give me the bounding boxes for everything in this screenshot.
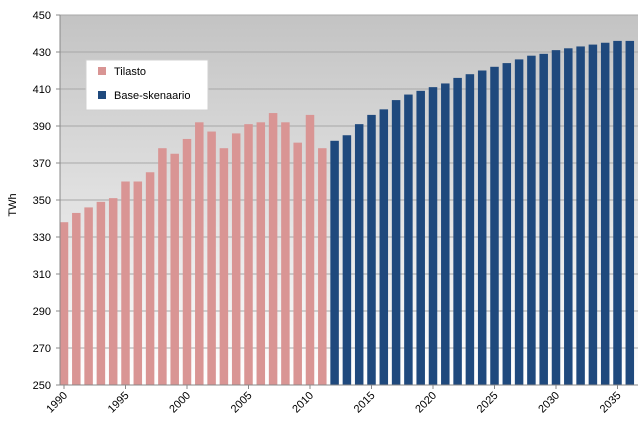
y-tick-label: 270 bbox=[33, 343, 51, 355]
bar-2007 bbox=[268, 113, 278, 386]
x-tick-labels: 1990 1995 2000 2005 2010 2015 2020 2025 2030 2035 bbox=[44, 385, 624, 416]
bar-2033 bbox=[588, 44, 598, 385]
x-tick-label: 2000 bbox=[167, 390, 193, 416]
bar-1998 bbox=[158, 148, 167, 385]
bar-2016 bbox=[379, 109, 389, 385]
bar-2021 bbox=[441, 83, 450, 385]
y-tick-label: 370 bbox=[33, 158, 51, 170]
bar-2036 bbox=[625, 40, 635, 386]
bar-2017 bbox=[391, 100, 401, 385]
bar-2035 bbox=[613, 40, 622, 386]
bar-2034 bbox=[600, 42, 610, 385]
bar-2011 bbox=[318, 148, 327, 385]
bar-2019 bbox=[416, 90, 425, 385]
bar-2010 bbox=[305, 114, 315, 386]
bar-1996 bbox=[133, 181, 143, 385]
bar-2002 bbox=[207, 131, 216, 385]
bar-2031 bbox=[564, 48, 573, 386]
legend-box bbox=[85, 59, 209, 111]
bar-1991 bbox=[72, 212, 81, 385]
legend-swatch-tilasto bbox=[98, 67, 106, 75]
bar-2009 bbox=[293, 142, 302, 385]
bar-2000 bbox=[182, 138, 192, 385]
bar-2025 bbox=[490, 66, 499, 386]
bar-2023 bbox=[465, 74, 475, 385]
bar-2024 bbox=[477, 70, 487, 385]
bar-2015 bbox=[367, 114, 376, 386]
y-tick-label: 290 bbox=[33, 306, 51, 318]
y-tick-label: 330 bbox=[33, 232, 51, 244]
bar-1992 bbox=[84, 207, 93, 385]
legend: Tilasto Base-skenaario bbox=[85, 59, 209, 111]
bar-2014 bbox=[354, 124, 364, 386]
legend-label-tilasto: Tilasto bbox=[114, 66, 146, 78]
bar-1995 bbox=[121, 181, 130, 385]
bar-2022 bbox=[453, 77, 462, 386]
x-tick-label: 2005 bbox=[229, 390, 255, 416]
bar-2004 bbox=[231, 133, 241, 385]
bar-2008 bbox=[281, 122, 290, 386]
y-tick-label: 350 bbox=[33, 195, 51, 207]
bar-2032 bbox=[576, 46, 585, 385]
y-tick-label: 410 bbox=[33, 84, 51, 96]
x-tick-label: 2035 bbox=[598, 390, 624, 416]
bar-2026 bbox=[502, 63, 512, 385]
x-tick-label: 2015 bbox=[352, 390, 378, 416]
x-tick-label: 2030 bbox=[536, 390, 562, 416]
y-tick-label: 310 bbox=[33, 269, 51, 281]
legend-label-base-skenaario: Base-skenaario bbox=[114, 90, 190, 102]
y-axis-label: TWh bbox=[7, 193, 19, 216]
bar-2029 bbox=[539, 53, 548, 385]
bar-2003 bbox=[219, 148, 229, 385]
x-tick-label: 2025 bbox=[475, 390, 501, 416]
y-tick-label: 250 bbox=[33, 380, 51, 392]
y-tick-label: 450 bbox=[33, 10, 51, 22]
x-tick-label: 2010 bbox=[290, 390, 316, 416]
bar-1994 bbox=[108, 198, 118, 385]
bar-1993 bbox=[96, 201, 106, 385]
bar-2006 bbox=[256, 122, 266, 386]
x-tick-label: 2020 bbox=[413, 390, 439, 416]
bar-2030 bbox=[551, 50, 561, 386]
bar-2005 bbox=[244, 124, 253, 386]
bar-2013 bbox=[342, 135, 352, 385]
bar-1997 bbox=[145, 172, 155, 385]
bar-2018 bbox=[404, 94, 413, 386]
legend-swatch-base-skenaario bbox=[98, 91, 106, 99]
x-tick-label: 1995 bbox=[106, 390, 132, 416]
bar-2020 bbox=[428, 87, 438, 386]
bars bbox=[59, 40, 635, 386]
bar-2001 bbox=[195, 122, 204, 386]
bar-1990 bbox=[59, 222, 69, 385]
bar-1999 bbox=[170, 153, 179, 385]
y-tick-label: 390 bbox=[33, 121, 51, 133]
y-tick-labels: 250 270 290 310 330 350 370 390 410 430 450 bbox=[33, 10, 60, 392]
bar-2027 bbox=[514, 59, 524, 386]
x-tick-label: 1990 bbox=[44, 390, 70, 416]
y-tick-label: 430 bbox=[33, 47, 51, 59]
bar-2028 bbox=[527, 55, 536, 385]
bar-2012 bbox=[330, 140, 339, 385]
